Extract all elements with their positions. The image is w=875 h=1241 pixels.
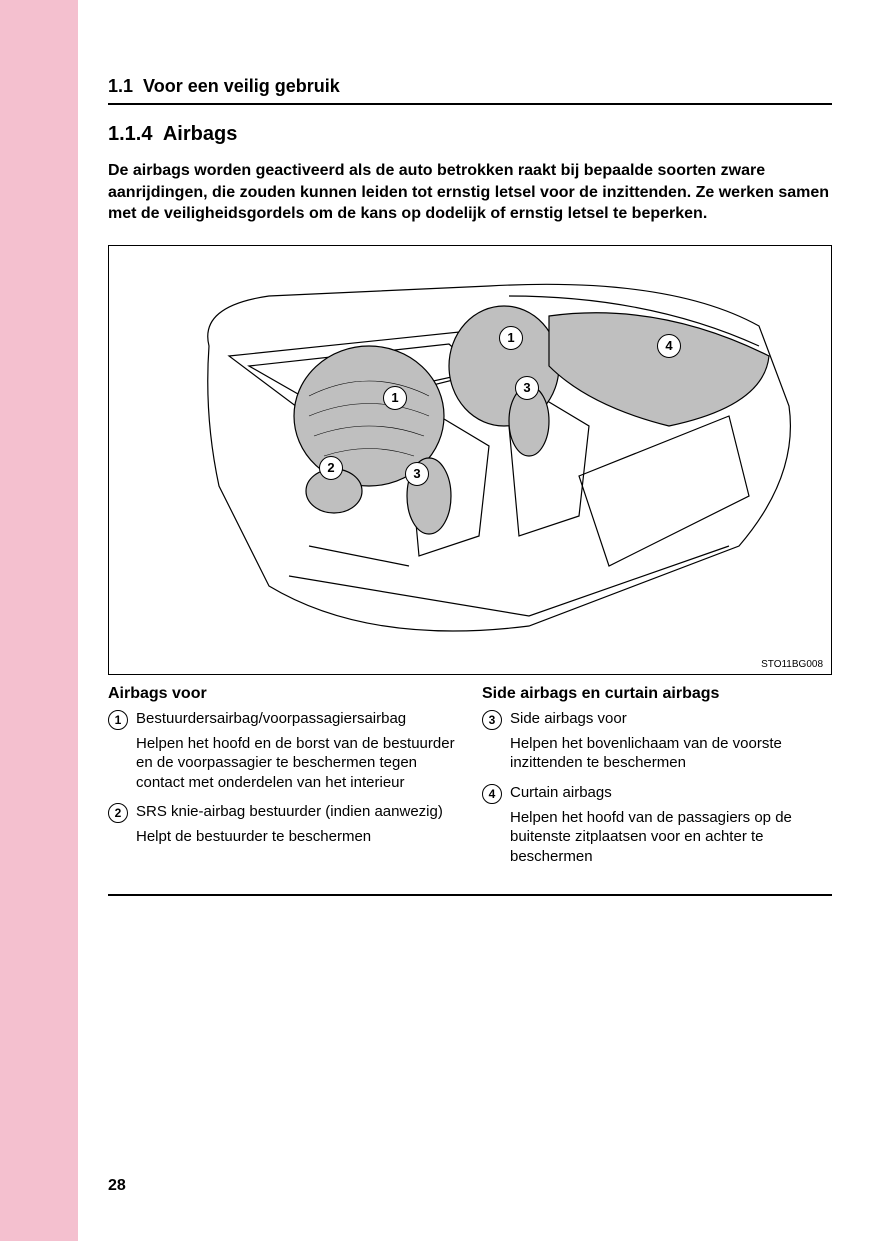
item-number-circle: 4 (482, 784, 502, 804)
item-title: Bestuurdersairbag/voorpassagiersairbag (136, 709, 406, 729)
item-title: SRS knie-airbag bestuurder (indien aanwe… (136, 802, 443, 822)
section-header: 1.1 Voor een veilig gebruik (108, 76, 832, 105)
item-description: Helpen het hoofd van de passagiers op de… (510, 808, 832, 867)
left-column-title: Airbags voor (108, 685, 458, 703)
item-description: Helpen het bovenlichaam van de voorste i… (510, 734, 832, 773)
item-description: Helpen het hoofd en de borst van de best… (136, 734, 458, 793)
figure-callout: 2 (319, 456, 343, 480)
figure-callout: 3 (515, 376, 539, 400)
left-column: Airbags voor 1 Bestuurdersairbag/voorpas… (108, 685, 458, 877)
item-description: Helpt de bestuurder te beschermen (136, 827, 458, 847)
figure-reference: STO11BG008 (761, 659, 823, 670)
section-title: Voor een veilig gebruik (143, 76, 340, 96)
list-item: 3 Side airbags voor (482, 709, 832, 730)
section-number: 1.1 (108, 76, 133, 96)
chapter-sidebar (0, 0, 78, 1241)
item-title: Side airbags voor (510, 709, 627, 729)
figure-callout: 4 (657, 334, 681, 358)
subsection-number: 1.1.4 (108, 123, 152, 145)
right-column-title: Side airbags en curtain airbags (482, 685, 832, 703)
item-number-circle: 1 (108, 710, 128, 730)
figure-callout: 1 (499, 326, 523, 350)
page-number: 28 (108, 1177, 126, 1195)
item-number-circle: 3 (482, 710, 502, 730)
item-title: Curtain airbags (510, 783, 612, 803)
bottom-divider (108, 894, 832, 896)
item-number-circle: 2 (108, 803, 128, 823)
subsection-title: Airbags (163, 123, 237, 145)
subsection-header: 1.1.4 Airbags (108, 123, 832, 146)
figure-callout: 3 (405, 462, 429, 486)
intro-paragraph: De airbags worden geactiveerd als de aut… (108, 160, 832, 225)
airbag-diagram: 1 1 2 3 3 4 STO11BG008 (108, 245, 832, 675)
description-columns: Airbags voor 1 Bestuurdersairbag/voorpas… (108, 685, 832, 877)
list-item: 2 SRS knie-airbag bestuurder (indien aan… (108, 802, 458, 823)
list-item: 1 Bestuurdersairbag/voorpassagiersairbag (108, 709, 458, 730)
content-area: 1.1 Voor een veilig gebruik 1.1.4 Airbag… (108, 76, 832, 896)
car-interior-illustration (109, 246, 833, 676)
figure-callout: 1 (383, 386, 407, 410)
right-column: Side airbags en curtain airbags 3 Side a… (482, 685, 832, 877)
page: 1.1 Voor een veilig gebruik 1.1.4 Airbag… (0, 0, 875, 1241)
list-item: 4 Curtain airbags (482, 783, 832, 804)
